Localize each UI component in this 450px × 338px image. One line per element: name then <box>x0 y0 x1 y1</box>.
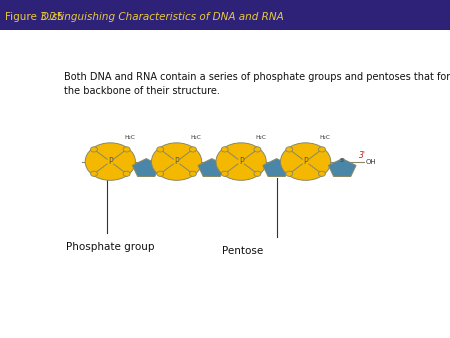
Polygon shape <box>198 159 225 176</box>
Text: P: P <box>174 157 179 166</box>
Polygon shape <box>263 159 291 176</box>
Circle shape <box>221 171 228 176</box>
Circle shape <box>157 147 164 152</box>
Text: P: P <box>303 157 308 166</box>
Circle shape <box>319 147 325 152</box>
Circle shape <box>280 143 331 180</box>
Circle shape <box>123 147 130 152</box>
Text: H₂C: H₂C <box>124 135 135 140</box>
Text: H₂C: H₂C <box>255 135 266 140</box>
Circle shape <box>85 143 135 180</box>
Circle shape <box>189 171 196 176</box>
Text: OH: OH <box>365 159 376 165</box>
Text: P: P <box>239 157 243 166</box>
Text: P: P <box>108 157 112 166</box>
Text: Phosphate group: Phosphate group <box>66 242 154 252</box>
FancyBboxPatch shape <box>0 0 450 30</box>
Text: 5': 5' <box>340 158 345 163</box>
Circle shape <box>254 171 261 176</box>
Circle shape <box>152 143 202 180</box>
Circle shape <box>254 147 261 152</box>
Circle shape <box>221 147 228 152</box>
Polygon shape <box>328 159 356 176</box>
Text: Both DNA and RNA contain a series of phosphate groups and pentoses that form
the: Both DNA and RNA contain a series of pho… <box>64 72 450 96</box>
Text: Distinguishing Characteristics of DNA and RNA: Distinguishing Characteristics of DNA an… <box>41 12 284 22</box>
Circle shape <box>286 147 293 152</box>
Text: H₂C: H₂C <box>190 135 201 140</box>
Circle shape <box>216 143 266 180</box>
Text: H₂C: H₂C <box>320 135 330 140</box>
Circle shape <box>319 171 325 176</box>
Circle shape <box>123 171 130 176</box>
Circle shape <box>286 171 293 176</box>
Text: 3': 3' <box>360 150 366 160</box>
Circle shape <box>189 147 196 152</box>
Circle shape <box>157 171 164 176</box>
Circle shape <box>90 147 98 152</box>
Text: Figure 3.25: Figure 3.25 <box>5 12 70 22</box>
Text: Pentose: Pentose <box>222 246 263 256</box>
Circle shape <box>90 171 98 176</box>
Polygon shape <box>132 159 160 176</box>
